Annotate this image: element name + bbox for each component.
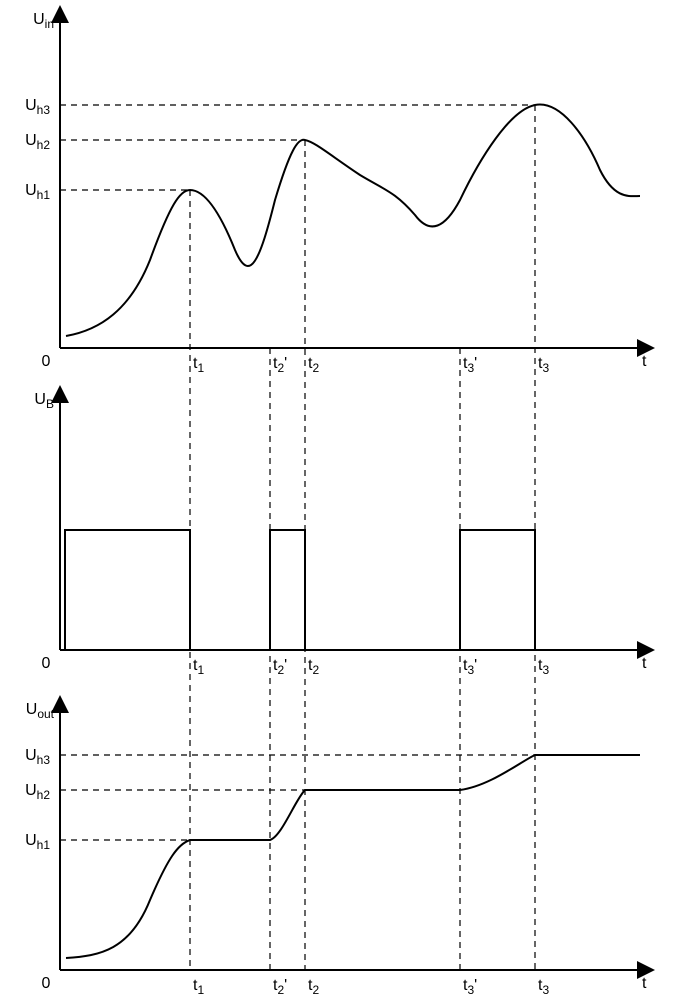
uin-y-level-label: Uh3 — [25, 97, 50, 117]
ub-x-tick-label: t3 — [538, 657, 549, 677]
uout-y-title: Uout — [26, 701, 55, 721]
uin-y-level-label: Uh2 — [25, 132, 50, 152]
uout-x-tick-label: t2 — [308, 977, 319, 997]
uout-y-level-label: Uh3 — [25, 747, 50, 767]
ub-y-title: UB — [34, 391, 54, 411]
uin-x-tick-label: t2 — [308, 355, 319, 375]
uout-y-level-label: Uh1 — [25, 832, 50, 852]
ub-origin-label: 0 — [42, 655, 51, 672]
uout-x-tick-label: t2' — [273, 977, 287, 997]
uin-x-tick-label: t1 — [193, 355, 204, 375]
ub-x-tick-label: t3' — [463, 657, 477, 677]
ub-x-tick-label: t2 — [308, 657, 319, 677]
uin-y-title: Uin — [33, 11, 54, 31]
ub-curve — [65, 530, 535, 650]
uout-x-tick-label: t3' — [463, 977, 477, 997]
ub-x-title: t — [642, 655, 647, 672]
uin-x-tick-label: t3' — [463, 355, 477, 375]
uout-curve — [66, 755, 640, 958]
uin-y-level-label: Uh1 — [25, 182, 50, 202]
ub-x-tick-label: t1 — [193, 657, 204, 677]
uout-origin-label: 0 — [42, 975, 51, 992]
uout-y-level-label: Uh2 — [25, 782, 50, 802]
uout-x-tick-label: t3 — [538, 977, 549, 997]
uin-origin-label: 0 — [42, 353, 51, 370]
timing-diagram: Uin t 0 Uh1 Uh2 Uh3 t1 t2' t2 t3' t3 UB t 0 t1 t2' t2 t3'… — [0, 0, 678, 1000]
uin-x-title: t — [642, 353, 647, 370]
uout-x-tick-label: t1 — [193, 977, 204, 997]
uin-x-tick-label: t3 — [538, 355, 549, 375]
uin-x-tick-label: t2' — [273, 355, 287, 375]
ub-x-tick-label: t2' — [273, 657, 287, 677]
uout-x-title: t — [642, 975, 647, 992]
uin-curve — [66, 105, 640, 336]
